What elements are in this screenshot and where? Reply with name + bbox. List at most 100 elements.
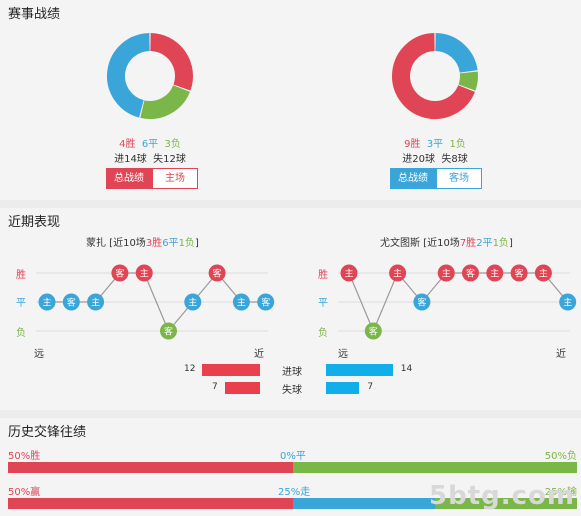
home-form-venue: 主	[91, 297, 100, 309]
home-goals: 进14球	[114, 154, 147, 165]
home-tab-venue[interactable]: 主场	[152, 168, 198, 189]
recent-form-chart: 主客主客 主客主客主 客主客主客主客主客主主	[36, 264, 577, 340]
away-form-point	[389, 264, 407, 282]
away-form-losses: 1负	[492, 238, 509, 249]
away-goals-against-bar	[326, 382, 360, 394]
home-form-venue: 主	[140, 268, 149, 280]
away-form-prefix: [近10场	[420, 238, 460, 249]
history-handicap-loss-pct: 25%输	[544, 487, 577, 498]
away-form-point	[534, 264, 552, 282]
home-wdl: 4胜 6平 3负	[80, 135, 220, 150]
away-form-venue: 主	[490, 268, 499, 280]
home-form-point	[62, 293, 80, 311]
goals-for-label: 进球	[282, 367, 302, 378]
home-form-point	[160, 322, 177, 340]
away-form-line	[348, 271, 569, 333]
away-donut-segment	[392, 33, 475, 119]
history-bar-loss	[292, 462, 577, 473]
home-form-point	[232, 293, 250, 311]
away-form-point	[340, 264, 358, 282]
home-form-point	[38, 293, 56, 311]
home-form-venue: 客	[115, 268, 124, 280]
home-form-draws: 6平	[162, 238, 179, 249]
home-form-venue: 主	[188, 297, 197, 309]
home-form-point	[87, 293, 105, 311]
home-wins: 4胜	[119, 139, 136, 150]
home-row-win-label: 胜	[16, 270, 26, 281]
home-form-wins: 3胜	[145, 238, 163, 249]
away-record-tabs: 总战绩 客场	[390, 168, 482, 189]
history-panel: 历史交锋往绩 50%胜 0%平 50%负 50%赢 25%走 25%输	[0, 418, 581, 516]
away-far-label: 远	[338, 349, 348, 360]
home-form-venue: 主	[42, 297, 51, 309]
history-title: 历史交锋往绩	[8, 425, 87, 440]
home-goals-against-bar	[224, 382, 260, 394]
away-near-label: 近	[556, 349, 566, 360]
home-near-label: 近	[254, 349, 264, 360]
away-row-draw-label: 平	[318, 298, 328, 309]
away-form-title: 尤文图斯 [近10场7胜2平1负]	[380, 234, 513, 249]
away-form-suffix: ]	[508, 238, 513, 249]
history-handicap-win-pct: 50%赢	[8, 487, 41, 498]
home-donut-segment	[149, 33, 193, 91]
away-form-draws: 2平	[476, 238, 493, 249]
home-goals-for-value: 12	[184, 364, 196, 374]
away-form-venue: 主	[563, 297, 572, 309]
away-form-venue: 客	[515, 268, 524, 280]
record-panel: 赛事战绩 4胜 6平 3负 进14球 失12球 总战绩 主场 9胜 3平 1负 …	[0, 0, 581, 200]
away-tab-venue[interactable]: 客场	[436, 168, 482, 189]
home-form-line	[47, 272, 266, 333]
away-form-point	[510, 264, 528, 282]
away-tab-total[interactable]: 总战绩	[390, 168, 436, 189]
away-form-venue: 主	[393, 268, 402, 280]
away-goals-for-value: 14	[400, 364, 413, 374]
history-bar-win	[8, 498, 293, 509]
home-conceded: 失12球	[153, 154, 186, 165]
home-form-point	[111, 264, 129, 282]
home-form-suffix: ]	[194, 238, 199, 249]
away-donut-segment	[458, 71, 478, 91]
away-conceded: 失8球	[441, 154, 468, 165]
home-tab-total[interactable]: 总战绩	[106, 168, 152, 189]
away-losses: 1负	[449, 139, 466, 150]
home-losses: 3负	[164, 139, 181, 150]
home-form-title: 蒙扎 [近10场3胜6平1负]	[86, 234, 199, 249]
away-donut-segment	[434, 33, 478, 74]
away-wdl: 9胜 3平 1负	[365, 135, 505, 150]
goals-against-label: 失球	[282, 385, 302, 396]
home-draws: 6平	[141, 139, 159, 150]
away-form-point	[437, 264, 455, 282]
away-form-venue: 客	[466, 268, 475, 280]
away-form-point	[413, 293, 431, 311]
home-form-venue: 主	[237, 297, 246, 309]
home-form-losses: 1负	[178, 238, 195, 249]
home-form-point	[208, 264, 226, 282]
away-wins: 9胜	[404, 139, 421, 150]
away-goals-for-bar	[326, 364, 393, 376]
home-donut-segment	[107, 33, 151, 118]
history-bar-win	[8, 462, 293, 473]
away-form-venue: 主	[344, 268, 353, 280]
away-form-wins: 7胜	[459, 238, 477, 249]
home-row-draw-label: 平	[16, 298, 26, 309]
home-form-point	[184, 293, 202, 311]
history-loss-pct: 50%负	[544, 451, 577, 462]
home-form-venue: 客	[67, 297, 76, 309]
watermark: 5btg.com	[429, 481, 575, 511]
away-row-loss-label: 负	[318, 328, 328, 339]
home-record-donut	[107, 33, 478, 119]
home-team-name: 蒙扎	[86, 238, 106, 249]
home-goals-for-bar	[201, 364, 260, 376]
home-form-venue: 客	[213, 268, 222, 280]
away-form-venue: 客	[369, 326, 378, 338]
home-form-venue: 客	[164, 326, 173, 338]
home-form-venue: 客	[261, 297, 270, 309]
home-donut-segment	[140, 84, 190, 119]
history-win-pct: 50%胜	[8, 451, 41, 462]
home-far-label: 远	[34, 349, 44, 360]
away-draws: 3平	[426, 139, 444, 150]
home-goals-against-value: 7	[212, 382, 218, 392]
away-form-point	[486, 264, 504, 282]
history-draw-pct: 0%平	[280, 451, 306, 462]
home-row-loss-label: 负	[16, 328, 26, 339]
